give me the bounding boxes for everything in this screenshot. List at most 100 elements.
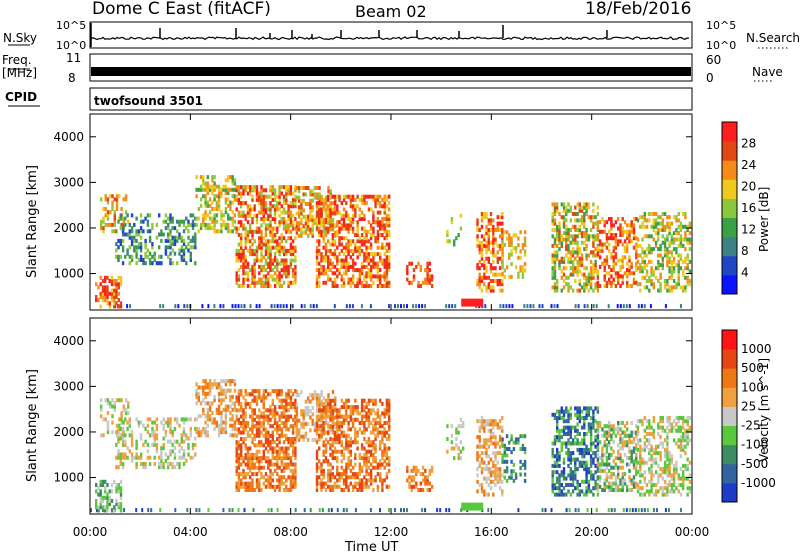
range-gate-cell bbox=[619, 284, 622, 288]
range-gate-cell bbox=[106, 285, 109, 290]
range-gate-cell bbox=[379, 424, 382, 429]
range-gate-cell bbox=[220, 401, 223, 406]
range-gate-cell bbox=[199, 385, 203, 390]
range-gate-cell bbox=[135, 232, 138, 237]
range-gate-cell bbox=[267, 252, 270, 257]
range-gate-cell bbox=[242, 437, 245, 441]
range-gate-cell bbox=[476, 221, 479, 226]
range-gate-cell bbox=[652, 221, 655, 226]
range-gate-cell bbox=[574, 228, 577, 232]
range-gate-cell bbox=[331, 456, 334, 461]
range-gate-cell bbox=[551, 243, 554, 248]
range-gate-cell bbox=[106, 426, 110, 431]
range-gate-cell bbox=[585, 212, 588, 216]
range-gate-cell bbox=[679, 237, 683, 242]
range-gate-cell bbox=[278, 484, 281, 489]
range-gate-cell bbox=[260, 421, 263, 425]
range-gate-cell bbox=[267, 440, 270, 445]
range-gate-cell bbox=[242, 188, 245, 193]
range-gate-cell bbox=[498, 215, 502, 220]
range-gate-cell bbox=[251, 411, 254, 416]
range-gate-cell bbox=[551, 473, 554, 478]
range-gate-cell bbox=[111, 398, 114, 403]
range-gate-cell bbox=[119, 505, 123, 510]
range-gate-cell bbox=[246, 236, 250, 241]
range-gate-cell bbox=[349, 408, 352, 413]
range-gate-cell bbox=[320, 194, 323, 199]
range-gate-cell bbox=[556, 279, 559, 283]
range-gate-cell bbox=[280, 462, 283, 467]
range-gate-cell bbox=[498, 435, 502, 440]
range-gate-cell bbox=[320, 271, 323, 276]
range-gate-cell bbox=[102, 219, 105, 224]
range-gate-cell bbox=[562, 231, 566, 236]
range-gate-cell bbox=[273, 245, 277, 250]
range-gate-cell bbox=[608, 217, 611, 221]
range-gate-cell bbox=[191, 245, 195, 250]
range-gate-cell bbox=[255, 472, 259, 477]
range-gate-cell bbox=[159, 304, 162, 309]
range-gate-cell bbox=[153, 442, 156, 447]
range-gate-cell bbox=[517, 274, 520, 279]
range-gate-cell bbox=[213, 194, 216, 199]
range-gate-cell bbox=[271, 188, 274, 193]
range-gate-cell bbox=[342, 452, 346, 457]
range-gate-cell bbox=[121, 232, 125, 237]
range-gate-cell bbox=[220, 423, 223, 428]
range-gate-cell bbox=[574, 269, 577, 274]
range-gate-cell bbox=[208, 222, 212, 227]
range-gate-cell bbox=[450, 446, 454, 451]
range-gate-cell bbox=[185, 417, 188, 422]
range-gate-cell bbox=[255, 421, 259, 425]
range-gate-cell bbox=[244, 271, 247, 276]
range-gate-cell bbox=[351, 408, 355, 413]
range-gate-cell bbox=[421, 280, 425, 285]
range-gate-cell bbox=[354, 433, 357, 438]
range-gate-cell bbox=[124, 452, 127, 457]
range-gate-cell bbox=[240, 449, 243, 454]
range-gate-cell bbox=[224, 191, 228, 195]
range-gate-cell bbox=[356, 268, 359, 273]
range-gate-cell bbox=[374, 261, 377, 266]
range-gate-cell bbox=[688, 237, 692, 242]
range-gate-cell bbox=[360, 484, 364, 489]
range-gate-cell bbox=[594, 221, 597, 226]
range-gate-cell bbox=[562, 419, 566, 424]
range-gate-cell bbox=[187, 222, 190, 227]
range-gate-cell bbox=[327, 478, 330, 483]
range-gate-cell bbox=[376, 433, 380, 438]
range-gate-cell bbox=[663, 228, 667, 232]
range-gate-cell bbox=[345, 401, 348, 406]
range-gate-cell bbox=[280, 449, 283, 454]
range-gate-cell bbox=[269, 223, 272, 228]
range-gate-cell bbox=[237, 475, 241, 480]
range-gate-cell bbox=[635, 242, 638, 247]
range-gate-cell bbox=[294, 197, 297, 202]
range-gate-cell bbox=[583, 272, 586, 277]
range-gate-cell bbox=[244, 226, 247, 231]
range-gate-cell bbox=[229, 216, 232, 221]
range-gate-cell bbox=[182, 426, 186, 431]
range-gate-cell bbox=[320, 264, 323, 269]
range-gate-cell bbox=[517, 437, 520, 442]
range-gate-cell bbox=[648, 247, 651, 252]
range-gate-cell bbox=[258, 191, 261, 196]
range-gate-cell bbox=[242, 475, 245, 480]
range-gate-cell bbox=[118, 194, 121, 199]
range-gate-cell bbox=[95, 298, 98, 303]
range-gate-cell bbox=[594, 237, 597, 242]
range-gate-cell bbox=[285, 484, 288, 489]
range-gate-cell bbox=[118, 417, 121, 422]
range-gate-cell bbox=[262, 213, 265, 218]
range-gate-cell bbox=[626, 268, 629, 273]
range-gate-cell bbox=[476, 218, 479, 223]
range-gate-cell bbox=[351, 229, 355, 234]
range-gate-cell bbox=[246, 284, 250, 288]
range-gate-cell bbox=[333, 408, 337, 413]
range-gate-cell bbox=[336, 284, 339, 288]
range-gate-cell bbox=[267, 456, 270, 461]
range-gate-cell bbox=[363, 405, 366, 410]
range-gate-cell bbox=[262, 481, 265, 486]
range-gate-cell bbox=[315, 213, 319, 218]
range-gate-cell bbox=[510, 252, 513, 257]
